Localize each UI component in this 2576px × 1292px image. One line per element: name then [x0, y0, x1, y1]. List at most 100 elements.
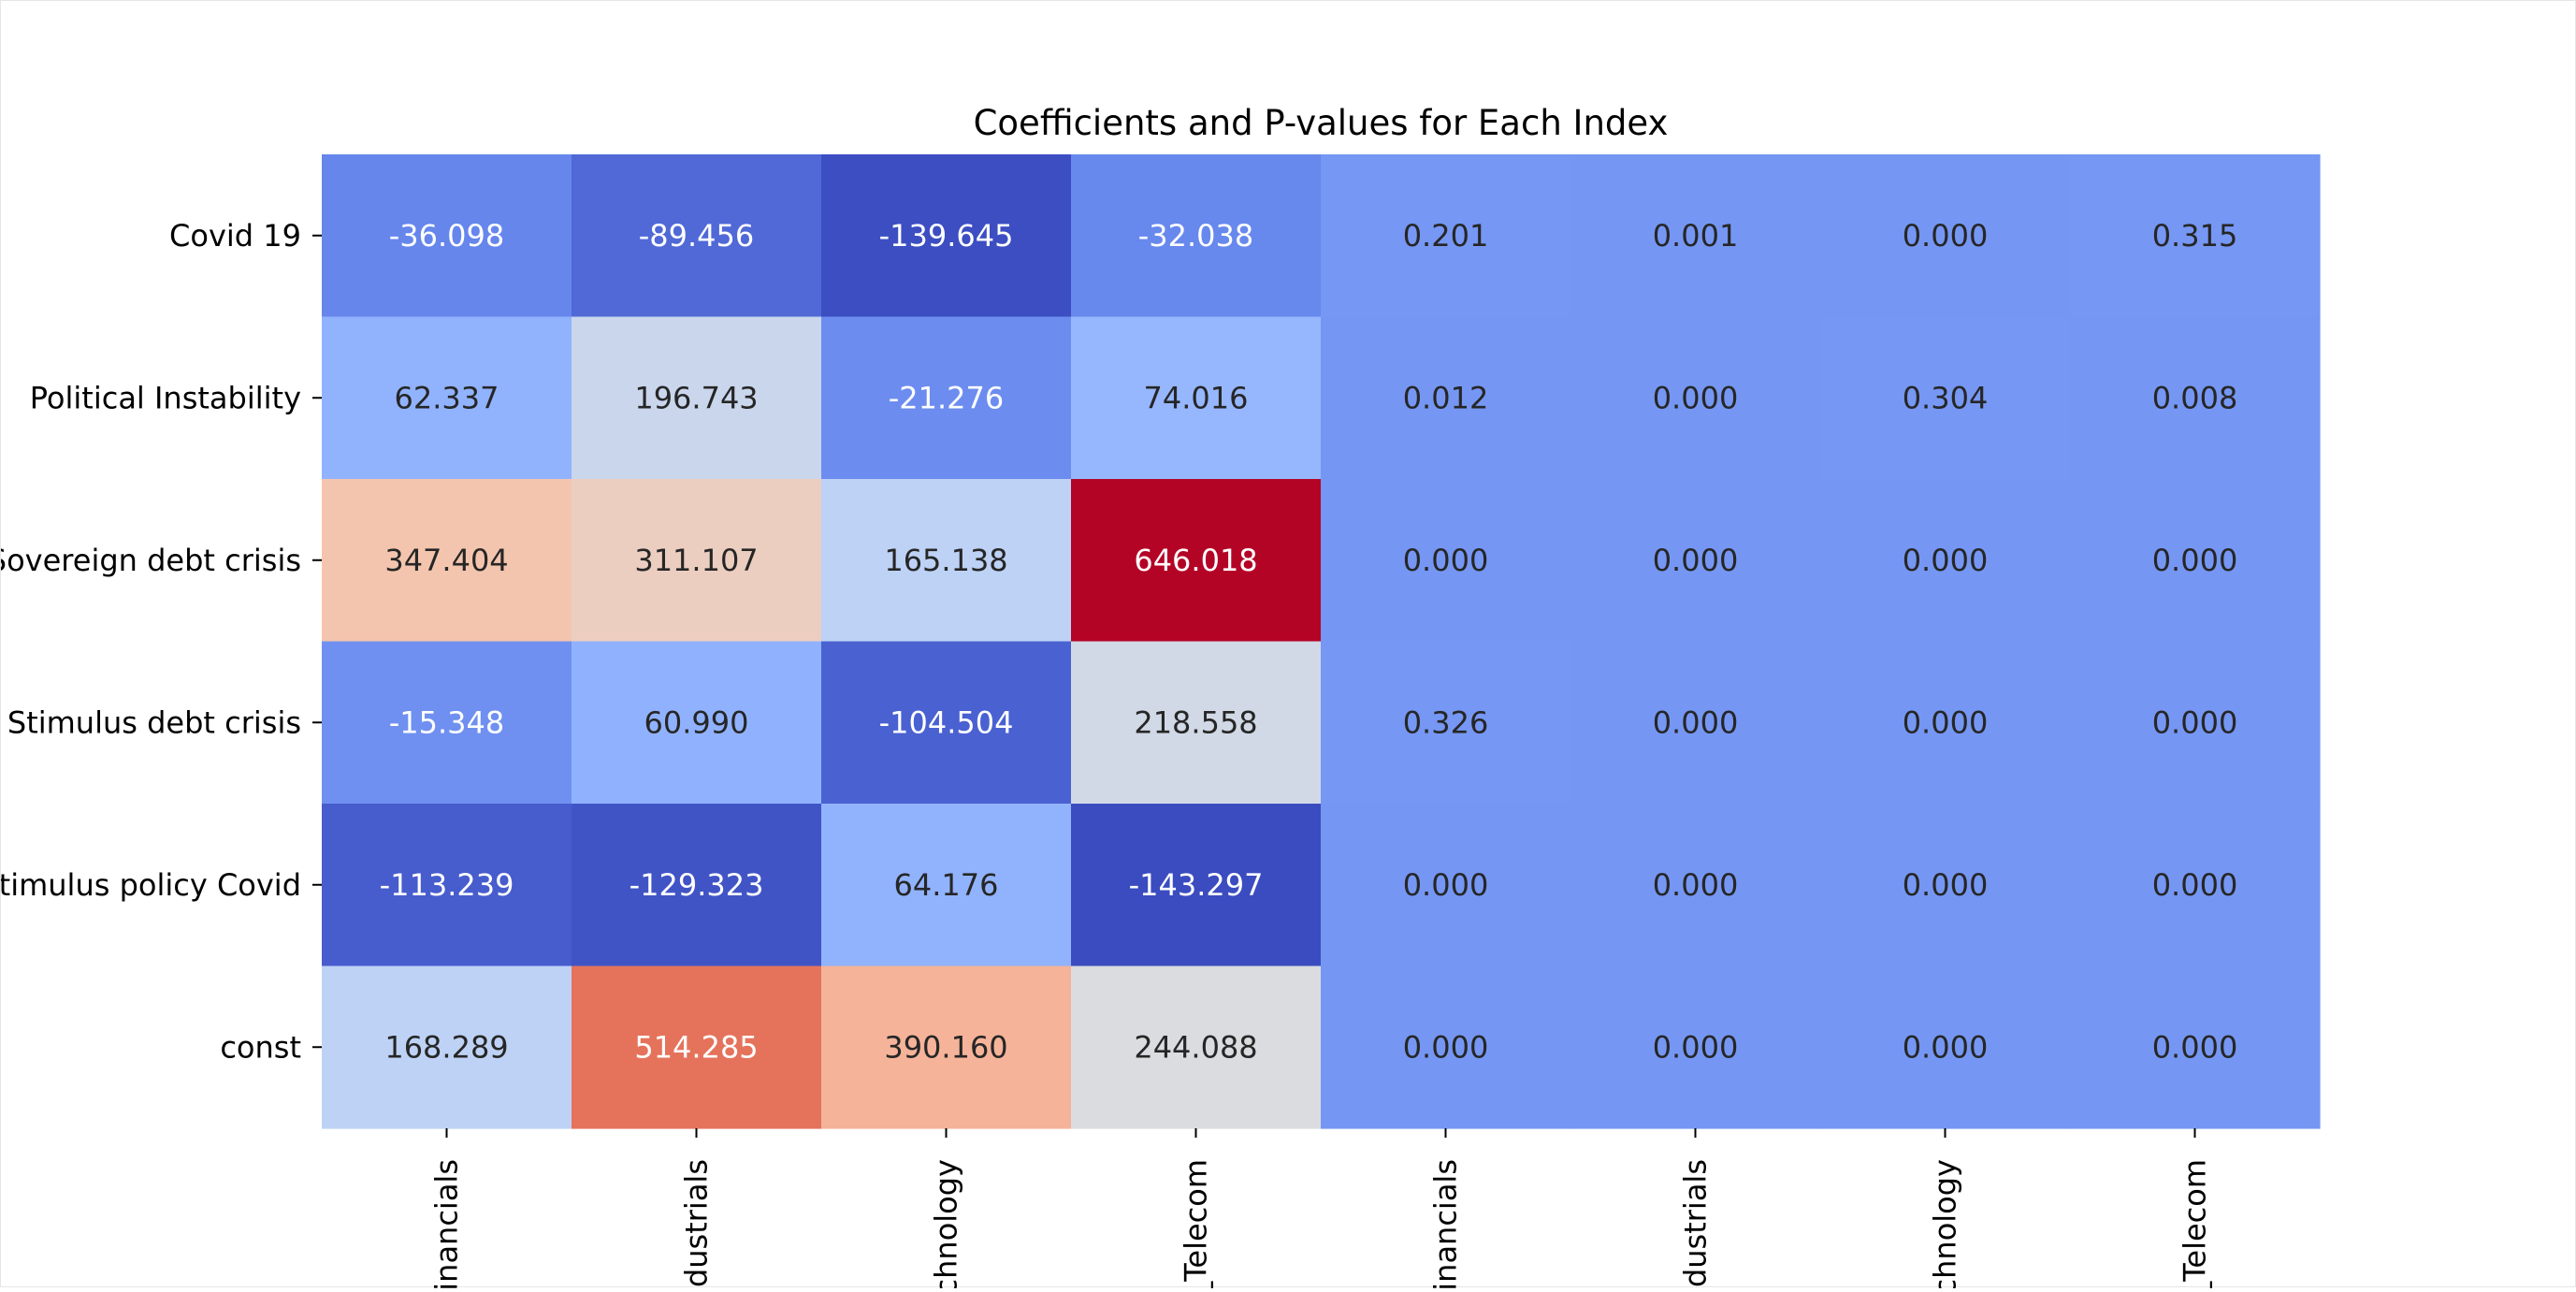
coefficient-label-r0-c1: -89.456 [639, 218, 755, 254]
coefficient-cell-r0-c3 [1071, 154, 1322, 318]
p-value-cell-r5-c7 [2070, 965, 2321, 1129]
coefficient-label-r2-c2: 165.138 [884, 543, 1007, 578]
coefficient-cell-r4-c2 [821, 804, 1072, 967]
x-tick-label: _Telecom [1179, 1159, 1214, 1288]
coefficient-cell-r5-c0 [322, 965, 572, 1129]
x-tick-label: _Financials [429, 1159, 465, 1288]
p-value-label-r1-c6: 0.304 [1903, 380, 1989, 415]
coefficient-label-r2-c0: 347.404 [384, 543, 508, 578]
p-value-label-r3-c4: 0.326 [1403, 704, 1489, 740]
p-value-label-r5-c5: 0.000 [1653, 1029, 1739, 1065]
p-value-cell-r4-c6 [1820, 804, 2071, 967]
coefficient-label-r1-c3: 74.016 [1144, 380, 1249, 415]
coefficient-cell-r2-c2 [821, 479, 1072, 643]
coefficient-cell-r1-c2 [821, 316, 1072, 480]
y-tick-label: Stimulus policy Covid [1, 867, 301, 903]
chart-title: Coefficients and P-values for Each Index [974, 103, 1669, 143]
coefficient-label-r0-c0: -36.098 [389, 218, 505, 254]
coefficient-cell-r1-c3 [1071, 316, 1322, 480]
p-value-cell-r0-c5 [1570, 154, 1821, 318]
p-value-label-r3-c6: 0.000 [1903, 704, 1989, 740]
p-value-label-r4-c7: 0.000 [2152, 867, 2238, 903]
coefficient-cell-r0-c0 [322, 154, 572, 318]
p-value-cell-r0-c4 [1321, 154, 1571, 318]
x-tick-label: _Telecom [2178, 1159, 2213, 1288]
coefficient-cell-r0-c1 [572, 154, 822, 318]
p-value-label-r3-c5: 0.000 [1653, 704, 1739, 740]
coefficient-cell-r2-c3 [1071, 479, 1322, 643]
p-value-label-r1-c5: 0.000 [1653, 380, 1739, 415]
p-value-cell-r3-c6 [1820, 641, 2071, 805]
p-value-label-r2-c5: 0.000 [1653, 543, 1739, 578]
p-value-cell-r2-c6 [1820, 479, 2071, 643]
y-axis-ticks: Covid 19 Political Instability Sovereign d… [0, 218, 322, 1065]
coefficient-label-r5-c3: 244.088 [1134, 1029, 1257, 1065]
x-tick-label: _Technology [929, 1159, 964, 1288]
coefficient-label-r5-c2: 390.160 [884, 1029, 1007, 1065]
p-value-label-r1-c4: 0.012 [1403, 380, 1489, 415]
y-tick-label: Covid 19 [169, 218, 301, 254]
coefficient-label-r3-c1: 60.990 [644, 704, 749, 740]
coefficient-label-r2-c1: 311.107 [634, 543, 758, 578]
coefficient-label-r3-c2: -104.504 [879, 704, 1014, 740]
p-value-cell-r5-c5 [1570, 965, 1821, 1129]
p-value-cell-r3-c7 [2070, 641, 2321, 805]
y-tick-label: Political Instability [30, 380, 301, 415]
p-value-label-r5-c7: 0.000 [2152, 1029, 2238, 1065]
p-value-label-r4-c6: 0.000 [1903, 867, 1989, 903]
coefficient-label-r4-c0: -113.239 [380, 867, 514, 903]
p-value-cell-r2-c4 [1321, 479, 1571, 643]
p-value-cell-r3-c5 [1570, 641, 1821, 805]
x-tick-label: _Industrials [679, 1159, 715, 1288]
x-tick-label: _Financials [1428, 1159, 1464, 1288]
p-value-label-r3-c7: 0.000 [2152, 704, 2238, 740]
coefficient-cell-r1-c0 [322, 316, 572, 480]
p-value-cell-r4-c7 [2070, 804, 2321, 967]
p-value-cell-r2-c7 [2070, 479, 2321, 643]
coefficient-label-r5-c0: 168.289 [384, 1029, 508, 1065]
y-tick-label: const [220, 1029, 301, 1065]
p-value-label-r5-c6: 0.000 [1903, 1029, 1989, 1065]
coefficient-label-r0-c2: -139.645 [879, 218, 1014, 254]
x-tick-label: _Technology [1928, 1159, 1963, 1288]
p-value-label-r0-c6: 0.000 [1903, 218, 1989, 254]
y-tick-label: Stimulus debt crisis [7, 704, 301, 740]
coefficient-cell-r3-c2 [821, 641, 1072, 805]
p-value-cell-r3-c4 [1321, 641, 1571, 805]
coefficient-cell-r4-c3 [1071, 804, 1322, 967]
x-axis-ticks: _Financials _Industrials _Technology _Telec… [429, 1128, 2213, 1292]
coefficient-cell-r2-c1 [572, 479, 822, 643]
p-value-cell-r1-c7 [2070, 316, 2321, 480]
coefficient-label-r1-c1: 196.743 [634, 380, 758, 415]
p-value-label-r2-c6: 0.000 [1903, 543, 1989, 578]
coefficient-cell-r0-c2 [821, 154, 1072, 318]
p-value-label-r4-c5: 0.000 [1653, 867, 1739, 903]
coefficient-label-r3-c3: 218.558 [1134, 704, 1257, 740]
p-value-cell-r0-c7 [2070, 154, 2321, 318]
p-value-label-r2-c4: 0.000 [1403, 543, 1489, 578]
p-value-label-r0-c7: 0.315 [2152, 218, 2238, 254]
p-value-cell-r0-c6 [1820, 154, 2071, 318]
coefficient-cell-r5-c1 [572, 965, 822, 1129]
coefficient-cell-r5-c3 [1071, 965, 1322, 1129]
p-value-label-r4-c4: 0.000 [1403, 867, 1489, 903]
coefficient-label-r3-c0: -15.348 [389, 704, 505, 740]
coefficient-label-r1-c0: 62.337 [395, 380, 499, 415]
coefficient-cell-r2-c0 [322, 479, 572, 643]
coefficient-label-r2-c3: 646.018 [1134, 543, 1257, 578]
p-value-cell-r5-c4 [1321, 965, 1571, 1129]
coefficient-cell-r3-c0 [322, 641, 572, 805]
x-tick-label: _Industrials [1678, 1159, 1714, 1288]
coefficient-label-r4-c3: -143.297 [1129, 867, 1264, 903]
p-value-cell-r4-c5 [1570, 804, 1821, 967]
p-value-cell-r2-c5 [1570, 479, 1821, 643]
coefficient-cell-r1-c1 [572, 316, 822, 480]
coefficient-label-r4-c1: -129.323 [630, 867, 764, 903]
p-value-label-r0-c5: 0.001 [1653, 218, 1739, 254]
p-value-label-r0-c4: 0.201 [1403, 218, 1489, 254]
p-value-label-r2-c7: 0.000 [2152, 543, 2238, 578]
coefficient-cell-r4-c1 [572, 804, 822, 967]
coefficient-label-r5-c1: 514.285 [634, 1029, 758, 1065]
